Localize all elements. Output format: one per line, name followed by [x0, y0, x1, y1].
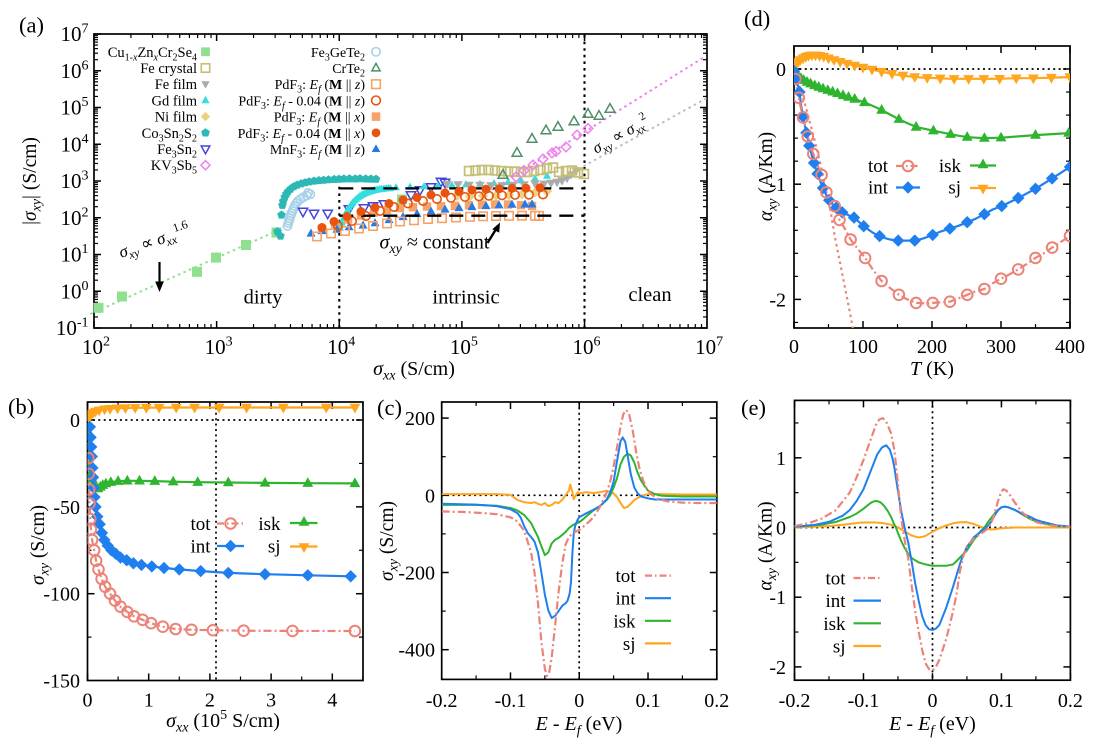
svg-text:(b): (b) — [8, 394, 34, 419]
svg-text:-2: -2 — [769, 289, 786, 311]
svg-text:CrTe2: CrTe2 — [332, 62, 365, 80]
svg-text:sj: sj — [948, 178, 961, 199]
svg-text:MnF3: Ef (M || z): MnF3: Ef (M || z) — [270, 143, 365, 161]
svg-text:0: 0 — [789, 336, 799, 358]
svg-text:(a): (a) — [19, 13, 44, 38]
svg-text:0.1: 0.1 — [989, 690, 1014, 712]
svg-text:-400: -400 — [398, 640, 435, 662]
svg-text:tot: tot — [825, 569, 846, 590]
svg-text:-1: -1 — [769, 174, 786, 196]
svg-text:dirty: dirty — [244, 287, 283, 309]
svg-text:0: 0 — [83, 690, 93, 712]
svg-text:tot: tot — [615, 566, 636, 587]
svg-text:isk: isk — [939, 156, 962, 177]
svg-text:-0.2: -0.2 — [779, 690, 811, 712]
svg-text:0: 0 — [776, 59, 786, 81]
svg-text:3: 3 — [266, 690, 276, 712]
svg-text:-50: -50 — [53, 497, 80, 519]
svg-text:σxy (S/cm): σxy (S/cm) — [377, 501, 402, 581]
svg-text:(d): (d) — [744, 6, 770, 31]
svg-text:isk: isk — [258, 514, 281, 535]
svg-text:-200: -200 — [398, 563, 435, 585]
svg-text:PdF3: Ef (M || x): PdF3: Ef (M || x) — [274, 111, 366, 129]
svg-text:-0.1: -0.1 — [848, 690, 880, 712]
svg-text:sj: sj — [833, 637, 846, 658]
svg-text:0: 0 — [574, 690, 584, 712]
svg-text:(c): (c) — [377, 395, 402, 420]
svg-text:0: 0 — [70, 410, 80, 432]
svg-text:KV3Sb5: KV3Sb5 — [151, 158, 197, 177]
svg-text:int: int — [615, 589, 636, 610]
svg-text:0.2: 0.2 — [704, 690, 729, 712]
svg-text:0.2: 0.2 — [1058, 690, 1083, 712]
svg-text:100: 100 — [848, 336, 878, 358]
svg-text:Co3Sn2S2: Co3Sn2S2 — [142, 126, 197, 145]
svg-text:-0.1: -0.1 — [495, 690, 527, 712]
svg-text:2: 2 — [205, 690, 215, 712]
svg-text:-150: -150 — [43, 671, 80, 693]
svg-text:tot: tot — [190, 514, 211, 535]
svg-text:clean: clean — [628, 284, 671, 306]
svg-text:int: int — [825, 591, 846, 612]
svg-text:Gd film: Gd film — [151, 93, 197, 109]
svg-text:σxx (S/cm): σxx (S/cm) — [373, 358, 455, 384]
svg-text:int: int — [190, 537, 211, 558]
svg-text:0.1: 0.1 — [636, 690, 661, 712]
svg-text:|σxy| (S/cm): |σxy| (S/cm) — [20, 137, 45, 225]
svg-text:0: 0 — [927, 690, 937, 712]
svg-text:-0.2: -0.2 — [426, 690, 458, 712]
svg-text:4: 4 — [327, 690, 337, 712]
svg-text:σxx (105 S/cm): σxx (105 S/cm) — [166, 708, 280, 736]
svg-text:tot: tot — [868, 156, 889, 177]
svg-text:T (K): T (K) — [910, 358, 954, 380]
svg-text:Fe film: Fe film — [155, 77, 198, 93]
svg-text:(e): (e) — [741, 395, 766, 420]
svg-text:σxy ≈ constant: σxy ≈ constant — [380, 232, 490, 258]
svg-text:-2: -2 — [769, 657, 786, 679]
svg-text:intrinsic: intrinsic — [432, 287, 499, 309]
svg-text:Fe3Sn2: Fe3Sn2 — [157, 142, 197, 161]
svg-text:1: 1 — [144, 690, 154, 712]
svg-text:Ni film: Ni film — [155, 110, 198, 126]
svg-text:Fe crystal: Fe crystal — [140, 61, 197, 77]
svg-text:400: 400 — [1055, 336, 1085, 358]
svg-text:PdF3: Ef - 0.04 (M || x): PdF3: Ef - 0.04 (M || x) — [238, 127, 366, 145]
svg-text:200: 200 — [917, 336, 947, 358]
svg-text:200: 200 — [405, 408, 435, 430]
svg-text:sj: sj — [623, 634, 636, 655]
svg-text:PdF3: Ef (M || z): PdF3: Ef (M || z) — [275, 78, 366, 96]
svg-text:isk: isk — [613, 611, 636, 632]
svg-text:300: 300 — [986, 336, 1016, 358]
svg-text:0: 0 — [425, 485, 435, 507]
svg-text:αxy (A/Km): αxy (A/Km) — [756, 132, 781, 221]
svg-text:int: int — [868, 178, 889, 199]
svg-text:Fe3GeTe2: Fe3GeTe2 — [311, 46, 365, 64]
svg-text:1: 1 — [776, 448, 786, 470]
svg-text:isk: isk — [823, 614, 846, 635]
svg-text:sj: sj — [268, 537, 281, 558]
svg-text:0: 0 — [776, 518, 786, 540]
svg-text:-1: -1 — [769, 587, 786, 609]
svg-text:-100: -100 — [43, 584, 80, 606]
svg-text:PdF3: Ef - 0.04 (M || z): PdF3: Ef - 0.04 (M || z) — [238, 94, 365, 112]
